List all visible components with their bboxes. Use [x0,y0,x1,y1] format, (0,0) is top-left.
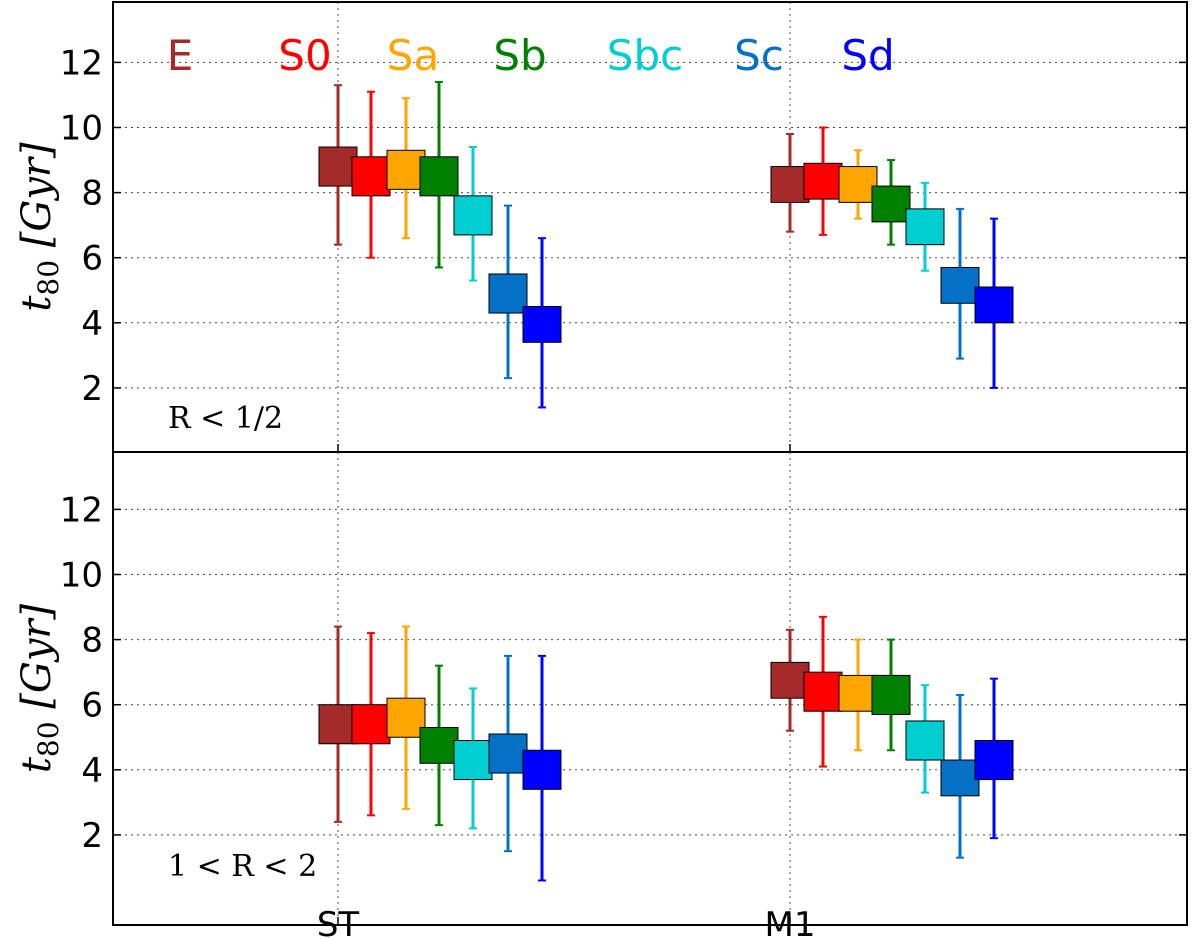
legend-item-sbc: Sbc [607,31,683,80]
box-sa [838,674,878,712]
y-tick-label: 6 [81,239,103,279]
y-tick-label: 2 [81,816,103,856]
box-sc [940,266,980,304]
y-tick-label: 4 [81,304,103,344]
legend-item-e: E [167,31,194,80]
box-s0 [803,162,843,200]
box-sbc [905,208,945,246]
region-label: R < 1/2 [168,401,283,436]
box-sa [386,149,426,190]
y-axis-label: t80 [Gyr] [14,142,65,312]
box-sd [522,749,562,790]
x-tick-label: M1 [765,905,816,939]
y-tick-label: 6 [81,686,103,726]
box-sb [419,156,459,197]
region-label: 1 < R < 2 [168,849,317,884]
y-tick-label: 10 [60,556,103,596]
box-s0 [803,671,843,712]
box-e [770,661,810,699]
legend-item-sb: Sb [493,31,546,80]
box-s0 [351,704,391,745]
y-axis-label: t80 [Gyr] [14,603,65,773]
legend-item-sa: Sa [387,31,439,80]
y-tick-label: 12 [60,43,103,83]
box-sd [974,286,1014,324]
box-e [318,704,358,745]
y-tick-label: 2 [81,369,103,409]
y-tick-label: 4 [81,751,103,791]
y-tick-label: 12 [60,490,103,530]
legend-item-s0: S0 [278,31,331,80]
box-sa [386,697,426,738]
box-sc [940,759,980,797]
box-sb [419,726,459,764]
y-tick-label: 8 [81,174,103,214]
box-e [318,146,358,187]
box-e [770,166,810,203]
box-sc [488,273,528,314]
box-sd [522,306,562,343]
box-sb [871,185,911,223]
box-sc [488,733,528,774]
legend-item-sc: Sc [734,31,784,80]
x-tick-label: ST [317,905,360,939]
plot-frame [112,1,1188,926]
legend-item-sd: Sd [841,31,894,80]
box-sbc [453,195,493,236]
box-sd [974,740,1014,781]
box-sbc [453,740,493,781]
y-tick-label: 10 [60,109,103,149]
box-sbc [905,720,945,761]
y-tick-label: 8 [81,621,103,661]
box-s0 [351,156,391,197]
box-sa [838,166,878,203]
box-sb [871,674,911,715]
